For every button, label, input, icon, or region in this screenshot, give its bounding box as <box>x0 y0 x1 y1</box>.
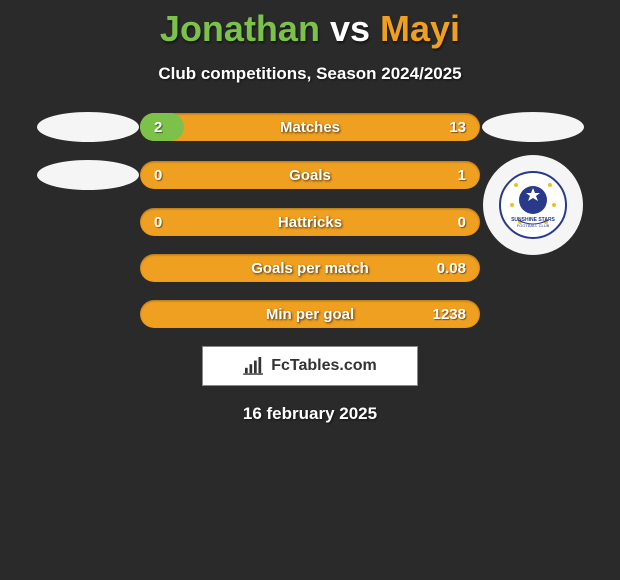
stat-right-value: 13 <box>449 119 466 136</box>
stat-row-goals: 0 Goals 1 SUNSHINE STARS FOOTBAL <box>0 160 620 190</box>
stat-row-mpg: Min per goal 1238 <box>0 300 620 328</box>
stat-bar: 0 Hattricks 0 <box>140 208 480 236</box>
ellipse-icon <box>37 112 139 142</box>
page-title: Jonathan vs Mayi <box>0 8 620 50</box>
stat-row-matches: 2 Matches 13 <box>0 112 620 142</box>
stat-row-hattricks: 0 Hattricks 0 <box>0 208 620 236</box>
ellipse-icon <box>482 112 584 142</box>
stat-label: Goals per match <box>140 260 480 277</box>
stat-bar: 0 Goals 1 <box>140 161 480 189</box>
stat-bar: Goals per match 0.08 <box>140 254 480 282</box>
stat-label: Min per goal <box>140 306 480 323</box>
stat-label: Hattricks <box>140 214 480 231</box>
stat-right-value: 1238 <box>433 306 466 323</box>
date-text: 16 february 2025 <box>0 404 620 424</box>
badge-left-1 <box>35 160 140 190</box>
stat-bar: 2 Matches 13 <box>140 113 480 141</box>
stat-bar: Min per goal 1238 <box>140 300 480 328</box>
comparison-card: Jonathan vs Mayi Club competitions, Seas… <box>0 0 620 424</box>
player2-name: Mayi <box>380 8 460 49</box>
brand-box[interactable]: FcTables.com <box>202 346 418 386</box>
club-logo: SUNSHINE STARS FOOTBALL CLUB <box>483 155 583 255</box>
stat-label: Matches <box>140 119 480 136</box>
badge-right-0 <box>480 112 585 142</box>
ellipse-icon <box>37 160 139 190</box>
stat-right-value: 1 <box>458 167 466 184</box>
bar-chart-icon <box>243 357 265 375</box>
stat-row-gpm: Goals per match 0.08 <box>0 254 620 282</box>
stat-label: Goals <box>140 167 480 184</box>
subtitle: Club competitions, Season 2024/2025 <box>0 64 620 84</box>
stat-right-value: 0 <box>458 214 466 231</box>
badge-left-0 <box>35 112 140 142</box>
brand-text: FcTables.com <box>271 357 377 375</box>
vs-text: vs <box>330 8 370 49</box>
stat-right-value: 0.08 <box>437 260 466 277</box>
player1-name: Jonathan <box>160 8 320 49</box>
